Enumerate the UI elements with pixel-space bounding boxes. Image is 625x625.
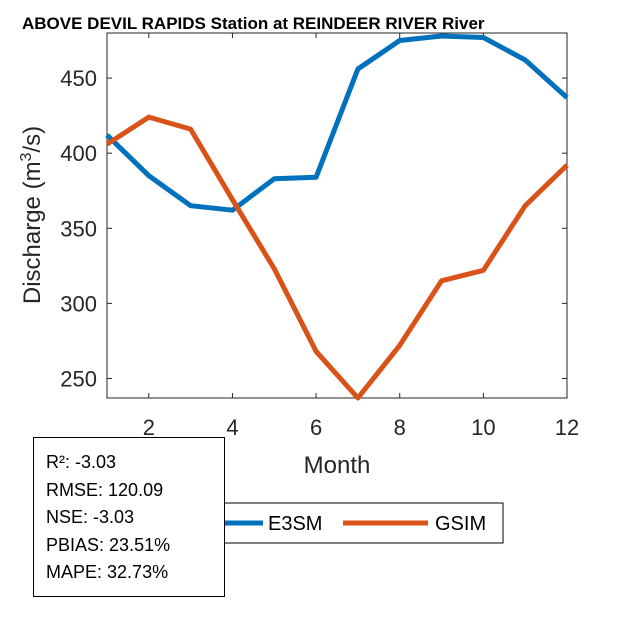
series-lines: [105, 33, 569, 401]
axis-ticks: 2 4 6 8 10 12 250 300 350 400 450: [60, 33, 579, 440]
legend-label-e3sm: E3SM: [268, 513, 322, 535]
stat-pbias: PBIAS: 23.51%: [46, 534, 171, 555]
y-tick-label: 350: [60, 216, 97, 241]
stat-nse: NSE: -3.03: [46, 507, 135, 527]
x-tick-label: 8: [394, 415, 406, 440]
x-tick-label: 12: [555, 415, 579, 440]
legend: E3SM GSIM: [214, 502, 504, 544]
stat-mape: MAPE: 32.73%: [46, 562, 169, 582]
plot-area: [106, 32, 568, 399]
y-tick-label: 250: [60, 366, 97, 391]
x-tick-label: 10: [471, 415, 495, 440]
x-axis-label: Month: [304, 452, 371, 479]
series-line-gsim: [105, 114, 569, 401]
y-axis-label: Discharge (m3/s): [18, 126, 46, 304]
chart-title: ABOVE DEVIL RAPIDS Station at REINDEER R…: [22, 14, 485, 33]
y-tick-label: 400: [60, 141, 97, 166]
y-tick-label: 450: [60, 66, 97, 91]
stats-box: R²: -3.03 RMSE: 120.09 NSE: -3.03 PBIAS:…: [33, 437, 225, 597]
stat-rmse: RMSE: 120.09: [46, 479, 164, 500]
legend-label-gsim: GSIM: [435, 513, 486, 535]
x-tick-label: 6: [310, 415, 322, 440]
series-line-e3sm: [105, 33, 569, 213]
x-tick-label: 4: [226, 415, 238, 440]
x-tick-label: 2: [143, 415, 155, 440]
stat-r2: R²: -3.03: [46, 452, 117, 472]
y-tick-label: 300: [60, 291, 97, 316]
